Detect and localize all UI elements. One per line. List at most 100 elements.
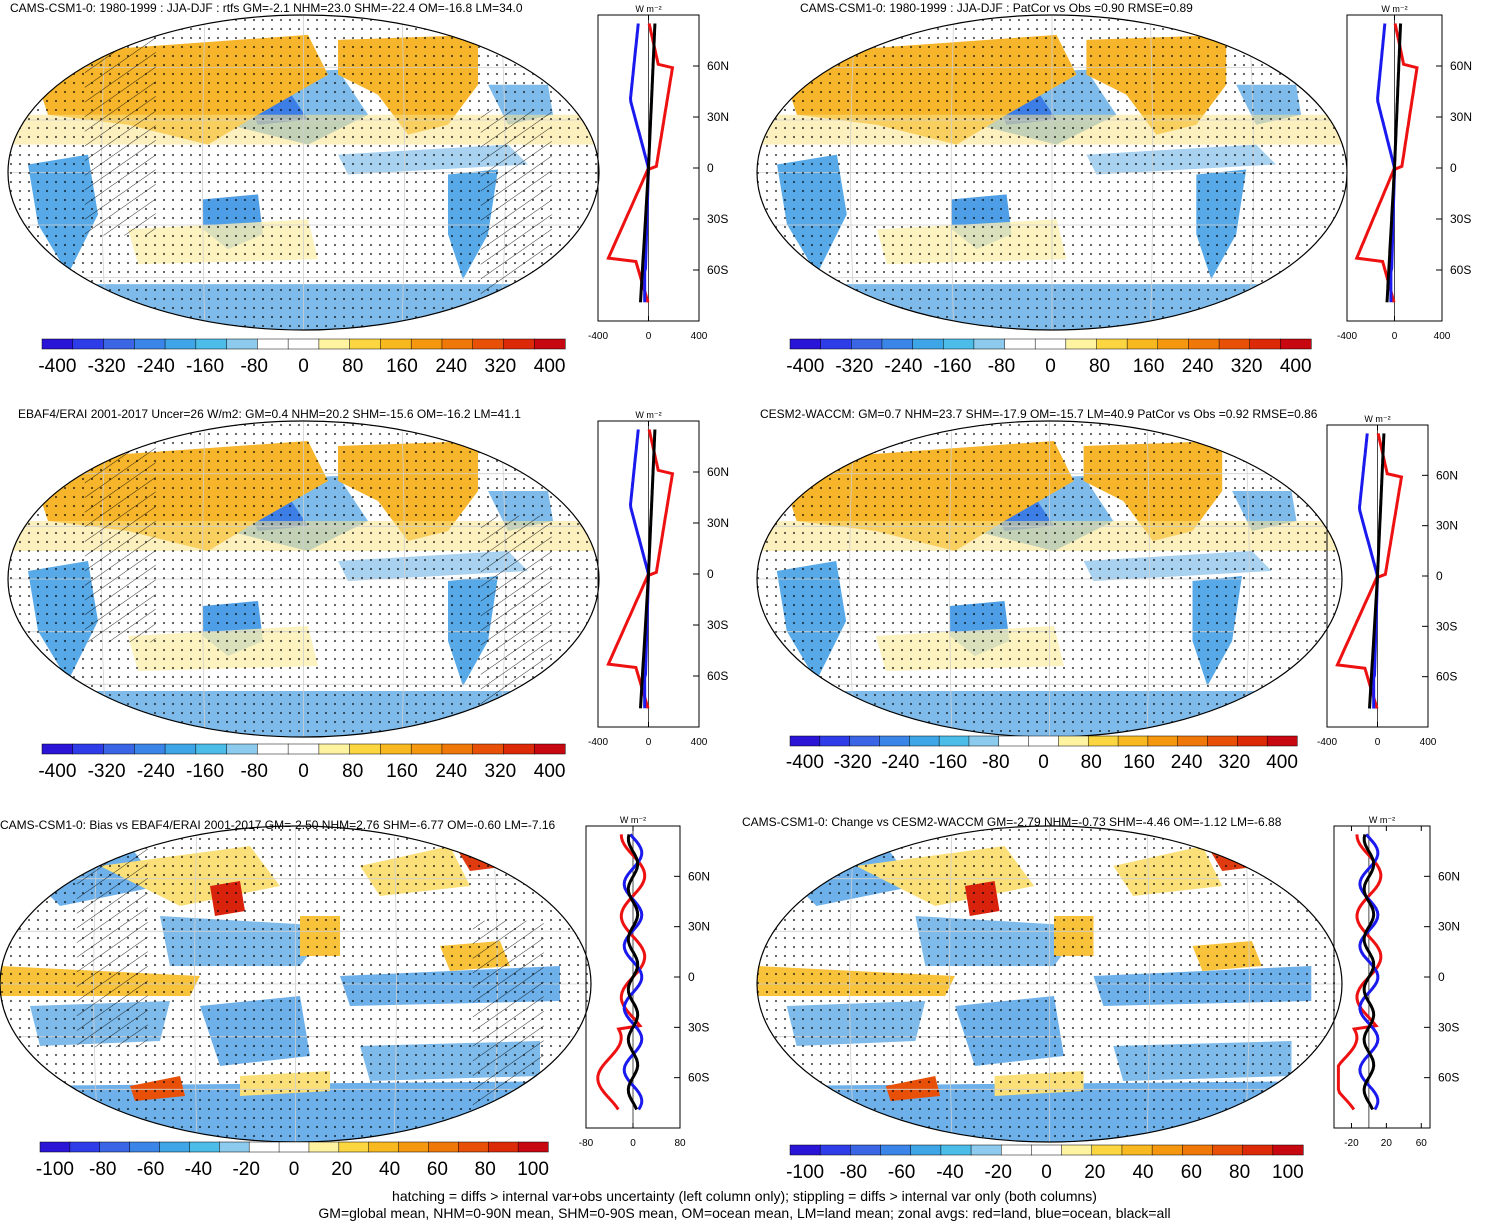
colorbar-tick-label: 160 (1133, 356, 1165, 377)
colorbar-tick-label: 240 (1171, 752, 1203, 773)
colorbar-tick-label: 0 (298, 761, 309, 782)
colorbar-box (441, 743, 474, 755)
x-tick-label: 0 (1392, 331, 1398, 342)
colorbar-box (849, 735, 881, 747)
colorbar-box (1126, 338, 1159, 350)
colorbar-box (1121, 1144, 1153, 1156)
colorbar-box (69, 1141, 101, 1153)
colorbar-box (1151, 1144, 1183, 1156)
x-tick-label: -400 (588, 737, 608, 748)
colorbar-box (1061, 1144, 1093, 1156)
colorbar-box (1280, 338, 1312, 350)
lat-tick-label: 60S (1436, 670, 1457, 684)
lat-tick-label: 0 (1438, 970, 1445, 984)
colorbar-box (195, 743, 228, 755)
panel-p3: 60N 30N 0 30S 60S -400 0 400 W m⁻² -400 -320 -240 -1… (7, 407, 729, 782)
lat-tick-label: 30S (707, 618, 728, 632)
colorbar-tick-label: 80 (1081, 752, 1102, 773)
colorbar-tick-label: 0 (289, 1159, 300, 1180)
colorbar-tick-label: 400 (1266, 752, 1298, 773)
panel-title: CAMS-CSM1-0: 1980-1999 : JJA-DJF : PatCo… (800, 1, 1193, 15)
colorbar-box (428, 1141, 459, 1153)
colorbar-box (410, 743, 443, 755)
x-tick-label: 0 (646, 331, 652, 342)
lat-tick-label: 30N (707, 516, 729, 530)
colorbar-box (72, 338, 105, 350)
zonal-line-all (1385, 23, 1403, 303)
colorbar-tick-label: -400 (38, 356, 76, 377)
colorbar-box (1028, 735, 1059, 747)
lat-tick-label: 60S (688, 1071, 709, 1085)
colorbar-box (103, 743, 135, 755)
panel-title: CAMS-CSM1-0: 1980-1999 : JJA-DJF : rtfs … (10, 1, 523, 15)
colorbar-tick-label: -320 (834, 752, 872, 773)
colorbar-tick-label: 160 (1123, 752, 1155, 773)
colorbar-box (910, 1144, 942, 1156)
colorbar-box (1188, 338, 1220, 350)
colorbar-tick-label: -40 (936, 1162, 963, 1183)
lat-tick-label: 60N (707, 59, 729, 73)
colorbar-box (189, 1141, 220, 1153)
colorbar-tick-label: 100 (1272, 1162, 1304, 1183)
colorbar-box (39, 1141, 71, 1153)
colorbar-box (219, 1141, 250, 1153)
units-label: W m⁻² (635, 410, 661, 420)
units-label: W m⁻² (1369, 815, 1395, 825)
colorbar-box (880, 1144, 912, 1156)
map-p6 (757, 826, 1342, 1142)
colorbar-p1: -400 -320 -240 -160 -80 0 80 160 240 320 400 (38, 338, 566, 377)
zonal-frame (1333, 825, 1431, 1129)
colorbar-tick-label: -400 (38, 761, 76, 782)
colorbar-tick-label: -20 (984, 1162, 1011, 1183)
x-tick-label: 400 (1434, 331, 1451, 342)
colorbar-box (850, 1144, 882, 1156)
colorbar-tick-label: 0 (1041, 1162, 1052, 1183)
colorbar-box (1272, 1144, 1304, 1156)
lat-tick-label: 60N (688, 869, 710, 883)
lat-tick-label: 30N (707, 110, 729, 124)
colorbar-tick-label: 240 (1182, 356, 1214, 377)
colorbar-tick-label: 240 (435, 356, 467, 377)
colorbar-tick-label: -80 (89, 1159, 116, 1180)
lat-tick-label: 30S (1436, 619, 1457, 633)
lat-tick-label: 30S (1438, 1020, 1459, 1034)
colorbar-box (472, 338, 505, 350)
colorbar-box (308, 1141, 340, 1153)
colorbar-tick-label: 0 (1038, 752, 1049, 773)
lat-tick-label: 30S (1450, 212, 1471, 226)
colorbar-box (533, 338, 566, 350)
colorbar-box (1147, 735, 1179, 747)
colorbar-box (410, 338, 443, 350)
lat-tick-label: 30S (707, 212, 728, 226)
lat-tick-label: 60N (707, 465, 729, 479)
lat-tick-label: 60N (1450, 59, 1472, 73)
colorbar-box (103, 338, 135, 350)
colorbar-tick-label: 20 (331, 1159, 352, 1180)
colorbar-tick-label: 400 (534, 761, 566, 782)
colorbar-tick-label: 400 (1280, 356, 1312, 377)
lat-tick-label: 30N (688, 920, 710, 934)
colorbar-box (472, 743, 505, 755)
colorbar-box (380, 743, 412, 755)
colorbar-box (226, 338, 258, 350)
stippling (757, 421, 1342, 737)
colorbar-tick-label: 320 (485, 761, 517, 782)
zonal-line-ocean (628, 429, 650, 709)
colorbar-tick-label: -100 (786, 1162, 824, 1183)
lat-tick-label: 60S (707, 669, 728, 683)
footer-line-2: GM=global mean, NHM=0-90N mean, SHM=0-90… (318, 1205, 1171, 1221)
colorbar-box (517, 1141, 549, 1153)
colorbar-box (129, 1141, 161, 1153)
colorbar-box (1212, 1144, 1244, 1156)
colorbar-tick-label: -320 (88, 761, 126, 782)
colorbar-tick-label: -80 (988, 356, 1015, 377)
lat-tick-label: 0 (1436, 569, 1443, 583)
colorbar-box (1266, 735, 1298, 747)
zonal-plot-p6: 60N 30N 0 30S 60S -20 20 60 W m⁻² (1333, 815, 1460, 1149)
colorbar-box (968, 735, 1000, 747)
colorbar-box (257, 338, 289, 350)
colorbar-p5: -100 -80 -60 -40 -20 0 20 40 60 80 100 (36, 1141, 549, 1180)
colorbar-box (278, 1141, 310, 1153)
colorbar-box (819, 1144, 851, 1156)
colorbar-tick-label: -240 (881, 752, 919, 773)
